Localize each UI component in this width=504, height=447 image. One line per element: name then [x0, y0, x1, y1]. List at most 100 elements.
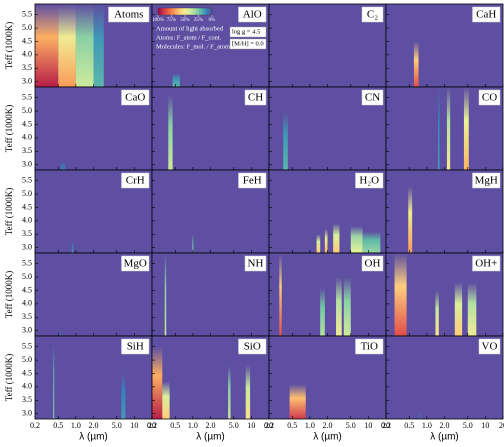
- panel-title-box: [121, 255, 150, 272]
- absorption-band: [362, 231, 381, 253]
- panel-title-box: [472, 6, 501, 23]
- colorbar-tick-label: 0%: [209, 18, 216, 23]
- y-tick-label: 3.0: [22, 242, 32, 251]
- x-tick-label: 20: [382, 421, 390, 430]
- panel-title-box: [361, 89, 384, 106]
- features: [168, 95, 173, 170]
- x-tick-label: 10: [247, 421, 255, 430]
- panel-title: OH+: [475, 258, 497, 270]
- absorption-band: [343, 277, 351, 336]
- absorption-band: [152, 346, 163, 419]
- y-tick-label: 4.0: [22, 133, 32, 142]
- features: [394, 253, 477, 336]
- y-tick-label: 5.5: [22, 10, 32, 19]
- panel: 0.2 0.5 1.0 2.0 5.0 10 20 λ (µm) VO: [381, 335, 504, 443]
- panel: 3.0 3.5 4.0 4.5 5.0 5.5 Teff (1000K) Atoms: [4, 3, 153, 88]
- panel-title-box: [238, 338, 267, 355]
- panel-title: SiO: [244, 341, 261, 353]
- x-tick-label: 10: [130, 421, 138, 430]
- features: [152, 346, 251, 419]
- panel: OH+: [385, 252, 504, 337]
- panel-title: Atoms: [114, 9, 143, 21]
- panel-title: SiH: [127, 341, 144, 353]
- panel: 3.0 3.5 4.0 4.5 5.0 5.5 Teff (1000K) MgO: [4, 252, 153, 337]
- absorption-band: [467, 282, 477, 336]
- y-tick-label: 4.0: [22, 50, 32, 59]
- absorption-band: [336, 277, 342, 336]
- absorption-band: [53, 344, 55, 419]
- absorption-band: [228, 365, 231, 419]
- absorption-band: [162, 381, 170, 419]
- y-tick-label: 5.0: [22, 23, 32, 32]
- panel: 3.0 3.5 4.0 4.5 5.0 5.5 Teff (1000K) CrH: [4, 169, 153, 254]
- panel-title: CrH: [126, 175, 145, 187]
- y-tick-label: 3.5: [22, 146, 32, 155]
- x-tick-label: 20: [499, 421, 504, 430]
- y-tick-label: 4.0: [22, 216, 32, 225]
- panel: C₂: [268, 3, 387, 88]
- x-tick-label: 20: [148, 421, 156, 430]
- features: [58, 330, 61, 336]
- x-tick-label: 0.5: [404, 421, 414, 430]
- panel-title-box: [121, 89, 150, 106]
- y-tick-label: 3.0: [22, 159, 32, 168]
- y-axis-label: Teff (1000K): [4, 188, 14, 235]
- panel: H₂O: [268, 169, 387, 254]
- features: [413, 41, 419, 87]
- features: [289, 384, 306, 419]
- x-tick-label: 2.0: [440, 421, 450, 430]
- panel-title: NH: [248, 258, 264, 270]
- absorption-band: [446, 87, 451, 170]
- y-tick-label: 5.0: [22, 106, 32, 115]
- x-tick-label: 2.0: [89, 421, 99, 430]
- annotation: Atoms: F_atom / F_cont.: [156, 34, 222, 41]
- y-tick-label: 3.5: [22, 395, 32, 404]
- x-axis-label: λ (µm): [196, 432, 225, 443]
- panel-title-box: [244, 89, 267, 106]
- absorption-band: [121, 373, 126, 419]
- x-tick-label: 5.0: [346, 421, 356, 430]
- x-tick-label: 10: [481, 421, 489, 430]
- y-axis-label: Teff (1000K): [4, 354, 14, 401]
- features: [192, 234, 194, 253]
- annotation: Molecules: F_mol. / F_atom: [156, 43, 230, 50]
- x-tick-label: 0.5: [53, 421, 63, 430]
- x-tick-label: 2.0: [206, 421, 216, 430]
- features: [35, 4, 104, 87]
- panel-title: VO: [482, 341, 498, 353]
- panel: 0.2 0.5 1.0 2.0 5.0 10 20 3.0 3.5 4.0 4.5 5.0 5.5 Tef…: [4, 335, 156, 443]
- y-tick-label: 4.5: [22, 202, 32, 211]
- features: [71, 242, 74, 253]
- y-tick-label: 4.0: [22, 299, 32, 308]
- absorption-band: [168, 95, 173, 170]
- absorption-band: [435, 290, 439, 336]
- y-tick-label: 5.5: [22, 176, 32, 185]
- panel-title-box: [478, 338, 501, 355]
- x-tick-label: 0.2: [147, 421, 157, 430]
- absorption-band: [413, 41, 419, 87]
- panel: 3.0 3.5 4.0 4.5 5.0 5.5 Teff (1000K) CaO: [4, 86, 153, 171]
- panel-title: MgO: [124, 258, 147, 270]
- panel-title-box: [121, 172, 150, 189]
- panel-title: CO: [482, 92, 497, 104]
- panel-title-box: [244, 255, 267, 272]
- panel-title-box: [108, 6, 150, 23]
- panel-title-box: [355, 338, 384, 355]
- absorption-band: [408, 186, 413, 253]
- absorption-band: [289, 384, 306, 419]
- panel-title-box: [238, 172, 267, 189]
- features: [60, 161, 65, 170]
- features: [408, 186, 413, 253]
- absorption-band: [58, 330, 61, 336]
- x-tick-label: 5.0: [229, 421, 239, 430]
- y-tick-label: 3.0: [22, 408, 32, 417]
- x-tick-label: 0.2: [30, 421, 40, 430]
- absorption-band: [279, 253, 282, 336]
- absorption-band: [419, 410, 422, 419]
- colorbar-tick-label: 50%: [180, 18, 189, 23]
- features: [164, 253, 167, 336]
- annotation-box: [229, 38, 267, 50]
- features: [279, 253, 351, 336]
- y-tick-label: 5.0: [22, 189, 32, 198]
- absorption-band: [58, 4, 76, 87]
